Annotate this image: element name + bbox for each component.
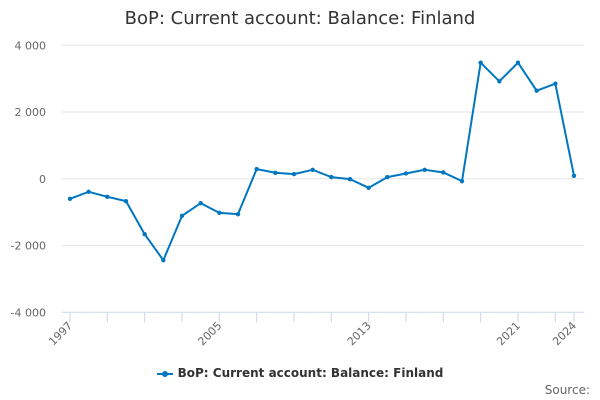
data-point [291, 171, 297, 177]
data-point [198, 200, 203, 206]
data-point [553, 81, 558, 86]
data-point [441, 170, 446, 175]
data-point [105, 194, 110, 200]
data-point [310, 167, 315, 172]
x-tick-label: 1997 [46, 319, 75, 348]
y-tick-label: 4 000 [15, 39, 47, 52]
data-point [254, 166, 259, 172]
source-label: Source: [544, 383, 590, 397]
data-point [161, 258, 166, 263]
legend-swatch [156, 370, 173, 377]
y-tick-label: 0 [39, 173, 46, 186]
data-point [235, 211, 241, 217]
data-point [422, 167, 427, 172]
data-point [67, 196, 73, 202]
data-point [347, 176, 353, 182]
data-point [459, 178, 465, 184]
data-point [403, 171, 409, 176]
legend-label: BoP: Current account: Balance: Finland [177, 366, 444, 380]
data-point [329, 174, 334, 180]
data-point [534, 88, 539, 93]
data-point [142, 232, 147, 237]
data-point [497, 79, 502, 84]
data-point [366, 185, 371, 191]
series-line [69, 61, 575, 262]
data-point [123, 198, 129, 204]
data-point [179, 213, 185, 219]
y-tick-label: -4 000 [11, 306, 46, 319]
x-tick-label: 2013 [345, 319, 374, 348]
y-tick-label: -2 000 [11, 240, 46, 253]
data-point [515, 60, 521, 65]
legend-item[interactable]: BoP: Current account: Balance: Finland [0, 366, 600, 380]
data-point [273, 170, 278, 175]
x-tick-label: 2024 [550, 319, 579, 348]
chart-title: BoP: Current account: Balance: Finland [124, 8, 476, 29]
data-point [385, 174, 390, 180]
data-point [86, 189, 91, 195]
data-point [478, 60, 483, 65]
y-tick-label: 2 000 [15, 106, 47, 119]
data-point [571, 173, 577, 178]
data-point [217, 210, 222, 216]
x-tick-label: 2005 [195, 319, 224, 348]
x-tick-label: 2021 [494, 319, 523, 348]
